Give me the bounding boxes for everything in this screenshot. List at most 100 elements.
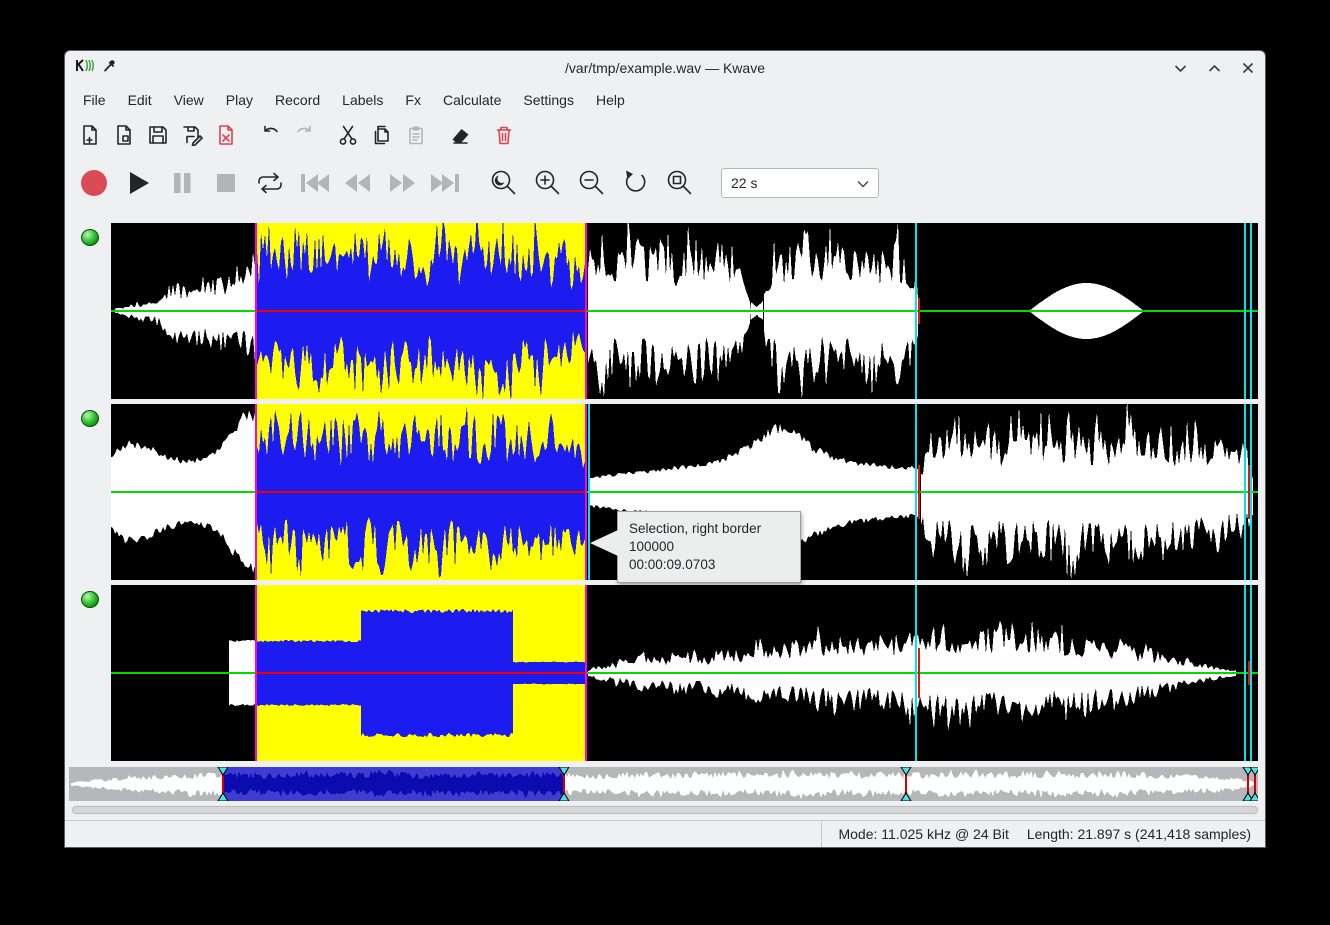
- channel-enable-led-2[interactable]: [81, 410, 99, 427]
- waveform-channel-1[interactable]: [111, 223, 1258, 399]
- menubar: File Edit View Play Record Labels Fx Calculate S…: [65, 85, 1265, 115]
- stop-icon: [216, 174, 235, 192]
- zoom-time-combobox[interactable]: 22 s: [721, 168, 879, 198]
- zoom-revert-button[interactable]: [617, 165, 654, 202]
- record-button[interactable]: [75, 165, 112, 202]
- channel-enable-led-3[interactable]: [81, 591, 99, 608]
- zoom-revert-icon: [625, 170, 645, 192]
- file-new-button[interactable]: [75, 120, 105, 150]
- channel-row-1: [69, 223, 1265, 399]
- cut-button[interactable]: [333, 120, 363, 150]
- zoom-in-button[interactable]: [529, 165, 566, 202]
- pin-icon[interactable]: [103, 59, 117, 78]
- play-toolbar: 22 s: [65, 155, 1265, 211]
- tooltip-arrow: [590, 530, 618, 556]
- pause-button[interactable]: [163, 165, 200, 202]
- close-button[interactable]: [1241, 61, 1255, 75]
- skip-last-button[interactable]: [427, 165, 464, 202]
- zoom-all-icon: [667, 170, 691, 195]
- overview-bar[interactable]: [69, 766, 1261, 802]
- forward-button[interactable]: [383, 165, 420, 202]
- window-title: /var/tmp/example.wav — Kwave: [565, 60, 765, 76]
- stop-button[interactable]: [207, 165, 244, 202]
- file-open-button[interactable]: [109, 120, 139, 150]
- scrollbar-handle[interactable]: [72, 806, 1258, 814]
- channel-enable-led-1[interactable]: [81, 229, 99, 246]
- pause-icon: [173, 173, 190, 193]
- eraser-button[interactable]: [445, 120, 475, 150]
- menu-calculate[interactable]: Calculate: [442, 92, 502, 108]
- channel-row-3: [69, 585, 1265, 761]
- rewind-button[interactable]: [339, 165, 376, 202]
- skip-first-icon: [300, 174, 329, 192]
- copy-icon: [374, 125, 389, 145]
- paste-icon: [409, 126, 423, 145]
- kwave-logo-icon: [75, 58, 95, 78]
- record-icon: [80, 170, 107, 196]
- menu-fx[interactable]: Fx: [405, 92, 421, 108]
- selection-tooltip: Selection, right border 100000 00:00:09.…: [590, 511, 801, 583]
- forward-icon: [389, 174, 415, 192]
- menu-view[interactable]: View: [173, 92, 204, 108]
- file-new-icon: [83, 125, 97, 145]
- skip-first-button[interactable]: [295, 165, 332, 202]
- file-toolbar: [65, 115, 1265, 155]
- maximize-button[interactable]: [1207, 61, 1221, 75]
- zoom-time-value: 22 s: [731, 175, 758, 191]
- kwave-window: /var/tmp/example.wav — Kwave File Edit Vie…: [64, 50, 1266, 848]
- file-close-button[interactable]: [211, 120, 241, 150]
- undo-icon: [263, 125, 278, 132]
- tooltip-sample: 100000: [629, 539, 675, 554]
- horizontal-scrollbar: [71, 805, 1259, 815]
- zoom-in-icon: [535, 170, 559, 195]
- titlebar: /var/tmp/example.wav — Kwave: [65, 51, 1265, 85]
- channel-controls-3: [69, 585, 111, 761]
- zoom-selection-icon: [491, 170, 515, 195]
- minimize-button[interactable]: [1173, 61, 1187, 75]
- file-close-icon: [219, 125, 233, 145]
- file-save-button[interactable]: [143, 120, 173, 150]
- status-length: Length: 21.897 s (241,418 samples): [1026, 826, 1251, 842]
- menu-help[interactable]: Help: [595, 92, 625, 108]
- zoom-out-button[interactable]: [573, 165, 610, 202]
- channel-controls-1: [69, 223, 111, 399]
- zoom-selection-button[interactable]: [485, 165, 522, 202]
- file-save-icon: [149, 126, 167, 144]
- redo-button[interactable]: [289, 120, 319, 150]
- cut-icon: [339, 125, 357, 145]
- menu-edit[interactable]: Edit: [127, 92, 152, 108]
- skip-last-icon: [430, 174, 459, 192]
- zoom-all-button[interactable]: [661, 165, 698, 202]
- tooltip-title: Selection, right border: [629, 521, 762, 536]
- statusbar: Mode: 11.025 kHz @ 24 Bit Length: 21.897…: [65, 820, 1265, 847]
- file-open-icon: [117, 125, 131, 145]
- menu-labels[interactable]: Labels: [342, 92, 384, 108]
- paste-button[interactable]: [401, 120, 431, 150]
- channel-controls-2: [69, 404, 111, 580]
- loop-button[interactable]: [251, 165, 288, 202]
- waveform-channel-3[interactable]: [111, 585, 1258, 761]
- play-icon: [129, 172, 149, 194]
- copy-button[interactable]: [367, 120, 397, 150]
- statusbar-separator: [821, 821, 823, 847]
- tooltip-time: 00:00:09.0703: [629, 557, 716, 572]
- eraser-icon: [452, 128, 468, 144]
- play-button[interactable]: [119, 165, 156, 202]
- menu-record[interactable]: Record: [275, 92, 321, 108]
- signal-area: [69, 223, 1265, 761]
- status-mode: Mode: 11.025 kHz @ 24 Bit: [838, 826, 1009, 842]
- file-save-as-icon: [183, 126, 203, 146]
- delete-button[interactable]: [489, 120, 519, 150]
- chevron-down-icon: [857, 175, 869, 191]
- file-save-as-button[interactable]: [177, 120, 207, 150]
- undo-button[interactable]: [255, 120, 285, 150]
- zoom-out-icon: [579, 170, 603, 195]
- menu-file[interactable]: File: [83, 92, 106, 108]
- rewind-icon: [344, 174, 370, 192]
- menu-play[interactable]: Play: [225, 92, 254, 108]
- redo-icon: [296, 125, 311, 132]
- menu-settings[interactable]: Settings: [523, 92, 574, 108]
- delete-icon: [496, 126, 512, 145]
- loop-icon: [257, 172, 282, 194]
